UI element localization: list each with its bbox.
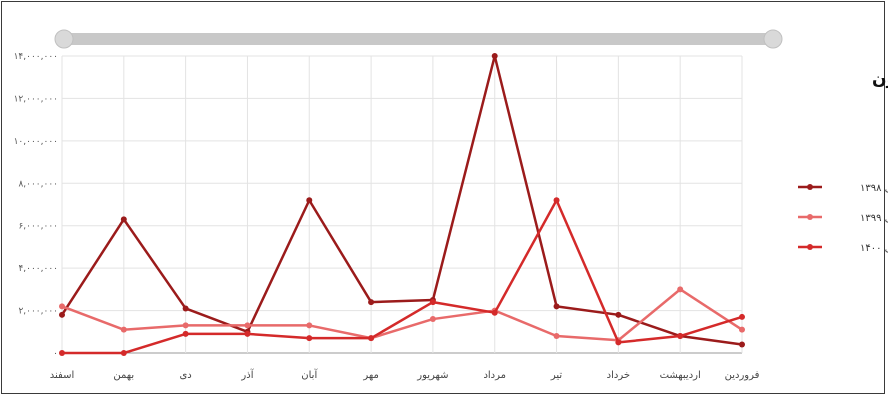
data-point xyxy=(182,305,189,312)
data-point xyxy=(306,197,313,204)
x-tick-label: اردیبهشت xyxy=(660,370,701,381)
data-point xyxy=(553,303,560,310)
legend-item: سال ۱۳۹۸ xyxy=(798,183,888,194)
data-point xyxy=(59,303,65,310)
grid xyxy=(61,55,743,354)
chart-slider xyxy=(54,29,783,49)
legend-label: سال ۱۴۰۰ xyxy=(860,243,888,254)
x-tick-label: مرداد xyxy=(483,370,506,381)
data-point xyxy=(677,286,684,293)
series-line-1 xyxy=(60,54,743,346)
slider-track xyxy=(62,33,775,45)
x-axis: فروردین اردیبهشت خرداد تیر مرداد شهریور مهر آبا… xyxy=(50,368,760,381)
data-point xyxy=(491,53,498,59)
data-point xyxy=(59,350,65,356)
data-point xyxy=(429,316,436,323)
data-point xyxy=(739,341,745,348)
data-point xyxy=(491,309,498,316)
x-tick-label: دی xyxy=(179,370,191,381)
data-point xyxy=(182,330,189,337)
y-tick-label: ۱۲,۰۰۰,۰۰۰ xyxy=(14,94,58,104)
chart-title: روند واردات ارمنستان به ایران از سال ۹۸ … xyxy=(872,69,888,89)
y-tick-label: ۸,۰۰۰,۰۰۰ xyxy=(18,179,58,189)
legend-marker xyxy=(807,184,813,190)
data-point xyxy=(306,335,313,342)
slider-handle-left xyxy=(54,29,74,49)
data-point xyxy=(739,313,745,320)
legend-item: سال ۱۴۰۰ xyxy=(798,243,888,254)
data-point xyxy=(368,335,375,342)
data-point xyxy=(368,299,375,306)
y-tick-label: ۲,۰۰۰,۰۰۰ xyxy=(18,307,58,317)
data-point xyxy=(59,311,65,318)
legend-label: سال ۱۳۹۹ xyxy=(860,213,888,224)
slider-handle-right xyxy=(763,29,783,49)
x-tick-label: آذر xyxy=(240,368,254,381)
data-point xyxy=(615,339,622,346)
data-point xyxy=(615,311,622,318)
x-tick-label: خرداد xyxy=(607,370,630,381)
data-point xyxy=(429,299,436,306)
legend-marker xyxy=(807,244,813,250)
y-tick-label: ۴,۰۰۰,۰۰۰ xyxy=(18,264,58,274)
data-point xyxy=(120,216,127,223)
data-point xyxy=(120,326,127,333)
data-point xyxy=(182,322,189,329)
data-point xyxy=(553,333,560,340)
y-axis: ۰ ۲,۰۰۰,۰۰۰ ۴,۰۰۰,۰۰۰ ۶,۰۰۰,۰۰۰ ۸,۰۰۰,۰۰۰ ۱۰,… xyxy=(14,52,58,359)
data-point xyxy=(244,322,251,329)
data-point xyxy=(120,350,127,356)
x-tick-label: اسفند xyxy=(50,370,74,381)
data-point xyxy=(677,333,684,340)
data-point xyxy=(739,326,745,333)
x-tick-label: مهر xyxy=(362,370,378,381)
data-point xyxy=(244,330,251,337)
legend-marker xyxy=(807,214,813,220)
legend-label: سال ۱۳۹۸ xyxy=(860,183,888,194)
series-group xyxy=(59,53,745,356)
x-tick-label: فروردین xyxy=(725,370,760,381)
y-tick-label: ۱۴,۰۰۰,۰۰۰ xyxy=(14,52,58,62)
legend-item: سال ۱۳۹۹ xyxy=(798,213,888,224)
y-tick-label: ۶,۰۰۰,۰۰۰ xyxy=(18,222,58,232)
series-line-2 xyxy=(61,288,743,342)
y-tick-label: ۱۰,۰۰۰,۰۰۰ xyxy=(14,137,58,147)
series-line-3 xyxy=(62,199,743,355)
x-tick-label: بهمن xyxy=(113,370,134,381)
data-point xyxy=(553,197,560,204)
data-point xyxy=(306,322,313,329)
x-tick-label: تیر xyxy=(550,370,563,381)
x-tick-label: آبان xyxy=(301,368,318,381)
x-tick-label: شهریور xyxy=(416,370,448,381)
y-tick-label: ۰ xyxy=(53,349,58,359)
legend: سال ۱۳۹۸ سال ۱۳۹۹ سال ۱۴۰۰ xyxy=(798,183,888,254)
